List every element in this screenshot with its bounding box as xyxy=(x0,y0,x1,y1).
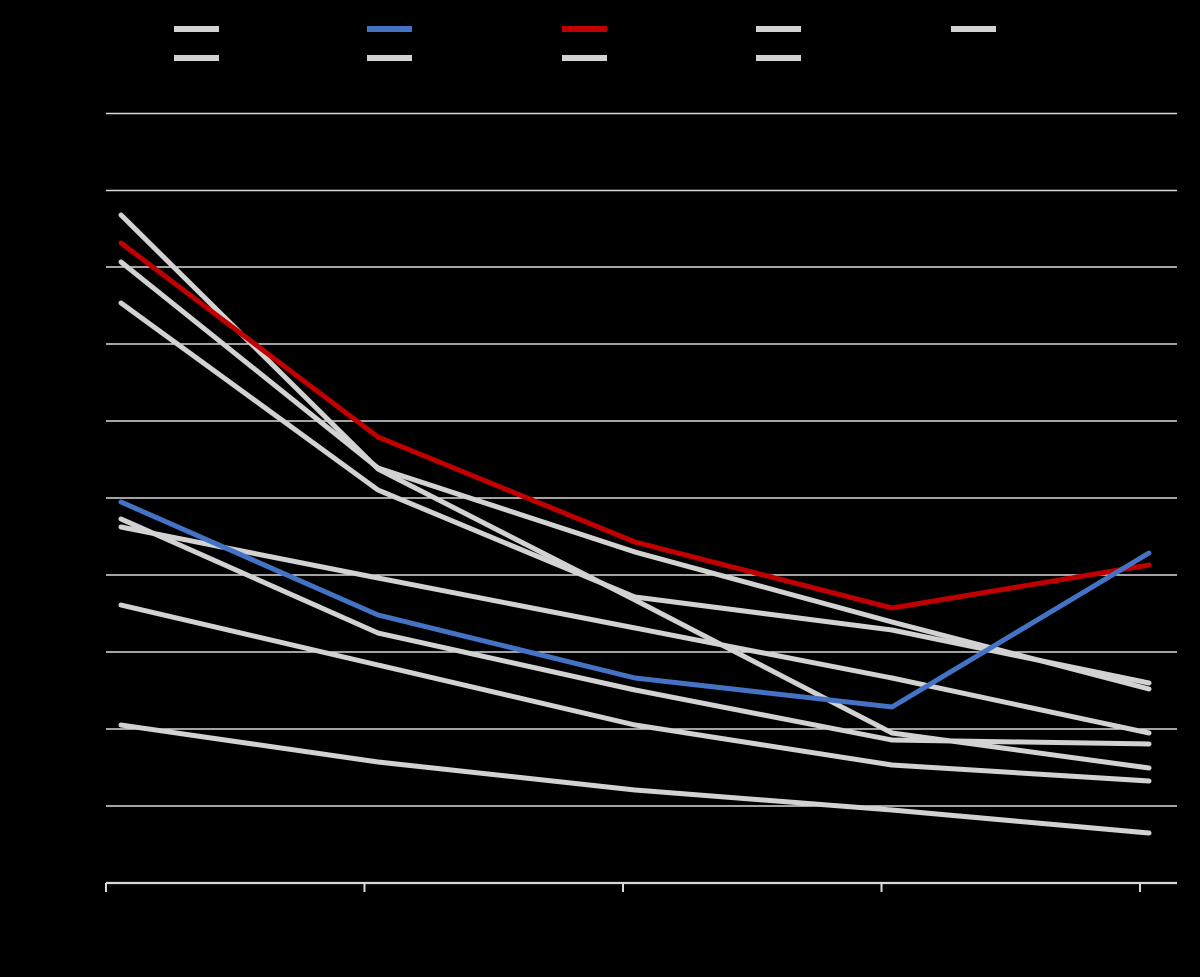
series-line-gray-3 xyxy=(118,300,1152,686)
series-line-gray-6 xyxy=(118,602,1152,784)
series-line-gray-1 xyxy=(118,212,1152,771)
series-line-gray-4 xyxy=(118,516,1152,747)
series-line-gray-2 xyxy=(118,259,1152,692)
series-line-red xyxy=(118,240,1152,611)
series-line-gray-5 xyxy=(118,524,1152,736)
series-line-gray-7 xyxy=(118,722,1152,836)
series-line-blue xyxy=(118,499,1152,710)
